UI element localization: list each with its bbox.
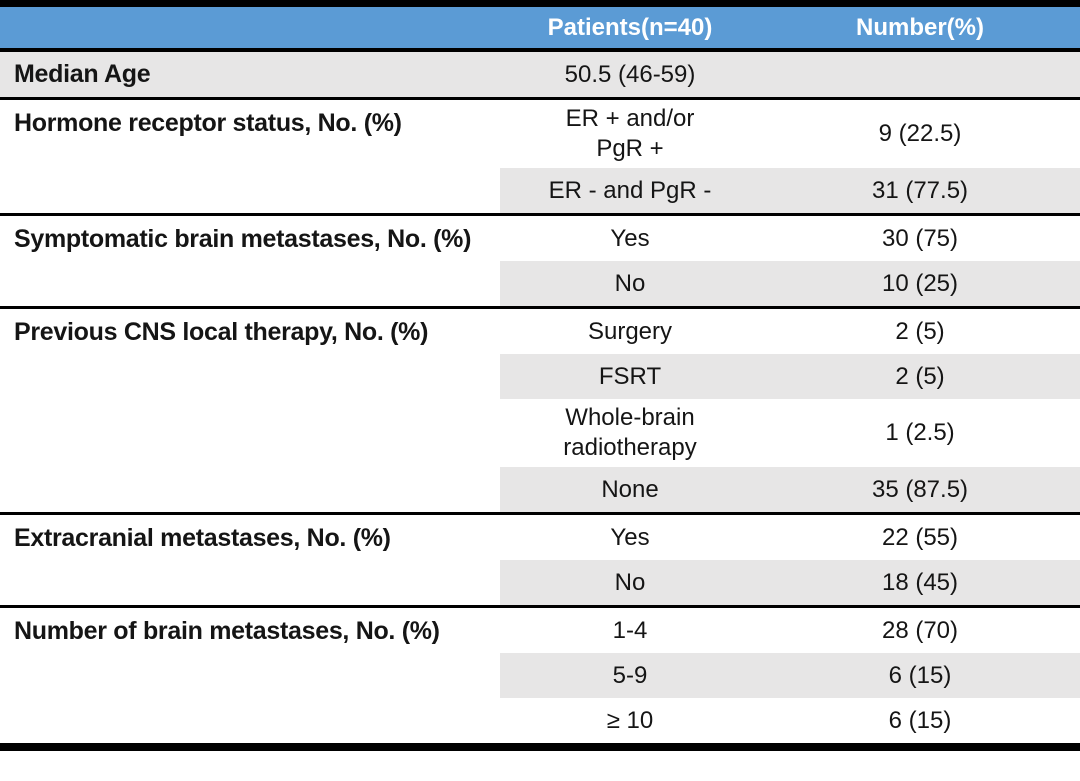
number-cell: 35 (87.5) (871, 475, 969, 503)
table-row: Surgery 2 (5) (500, 309, 1080, 354)
table-row: ER + and/or PgR + 9 (22.5) (500, 100, 1080, 168)
patients-cell: ER + and/or PgR + (565, 105, 695, 162)
number-cell: 30 (75) (881, 224, 959, 252)
patients-cell: No (614, 269, 646, 297)
group-rows: Yes 30 (75) No 10 (25) (500, 216, 1080, 306)
table-row: 1-4 28 (70) (500, 608, 1080, 653)
patients-cell: ≥ 10 (606, 706, 654, 734)
patients-cell: 50.5 (46-59) (564, 60, 696, 88)
table-group: Extracranial metastases, No. (%) Yes 22 (5… (0, 515, 1080, 608)
group-label: Hormone receptor status, No. (%) (14, 109, 402, 137)
number-cell: 6 (15) (888, 706, 952, 734)
group-label: Symptomatic brain metastases, No. (%) (14, 225, 472, 253)
patients-cell: ER - and PgR - (548, 176, 712, 204)
group-label: Median Age (14, 60, 151, 88)
table-group: Symptomatic brain metastases, No. (%) Yes… (0, 216, 1080, 309)
patients-cell: None (601, 475, 659, 503)
table-row: Yes 22 (55) (500, 515, 1080, 560)
patients-cell: 1-4 (612, 616, 648, 644)
header-cell-patients: Patients(n=40) (547, 13, 713, 41)
table-row: No 10 (25) (500, 261, 1080, 306)
group-rows: 50.5 (46-59) (500, 52, 1080, 97)
group-rows: Surgery 2 (5) FSRT 2 (5) Whole-brain radioth… (500, 309, 1080, 512)
group-rows: 1-4 28 (70) 5-9 6 (15) ≥ 10 6 (15) (500, 608, 1080, 743)
number-cell: 2 (5) (895, 362, 945, 390)
table-row: No 18 (45) (500, 560, 1080, 605)
group-rows: ER + and/or PgR + 9 (22.5) ER - and PgR - 3… (500, 100, 1080, 213)
table-group: Median Age 50.5 (46-59) (0, 52, 1080, 100)
table-group: Number of brain metastases, No. (%) 1-4 28… (0, 608, 1080, 743)
table-row: 50.5 (46-59) (500, 52, 1080, 97)
group-label: Number of brain metastases, No. (%) (14, 617, 440, 645)
table-row: 5-9 6 (15) (500, 653, 1080, 698)
number-cell: 18 (45) (881, 568, 959, 596)
table-row: ≥ 10 6 (15) (500, 698, 1080, 743)
table-group: Previous CNS local therapy, No. (%) Surge… (0, 309, 1080, 515)
number-cell: 6 (15) (888, 661, 952, 689)
table-body: Median Age 50.5 (46-59) Hormone receptor s… (0, 52, 1080, 743)
table-group: Hormone receptor status, No. (%) ER + and… (0, 100, 1080, 216)
patients-cell: FSRT (598, 362, 662, 390)
patients-cell: Yes (610, 224, 650, 252)
number-cell: 22 (55) (881, 523, 959, 551)
patients-cell: No (614, 568, 646, 596)
table-row: Whole-brain radiotherapy 1 (2.5) (500, 399, 1080, 467)
number-cell: 10 (25) (881, 269, 959, 297)
patients-cell: Surgery (587, 317, 673, 345)
patients-cell: 5-9 (612, 661, 648, 689)
patients-cell: Whole-brain radiotherapy (563, 404, 697, 461)
table-row: Yes 30 (75) (500, 216, 1080, 261)
number-cell: 31 (77.5) (871, 176, 969, 204)
patient-characteristics-table: Patients(n=40) Number(%) Median Age 50.5 … (0, 0, 1080, 751)
group-label: Extracranial metastases, No. (%) (14, 524, 391, 552)
number-cell: 2 (5) (895, 317, 945, 345)
group-label: Previous CNS local therapy, No. (%) (14, 318, 429, 346)
number-cell: 1 (2.5) (885, 419, 955, 446)
table-header-row: Patients(n=40) Number(%) (0, 7, 1080, 52)
number-cell: 9 (22.5) (878, 120, 962, 147)
number-cell: 28 (70) (881, 616, 959, 644)
patients-cell: Yes (610, 523, 650, 551)
group-rows: Yes 22 (55) No 18 (45) (500, 515, 1080, 605)
table-row: ER - and PgR - 31 (77.5) (500, 168, 1080, 213)
table-row: FSRT 2 (5) (500, 354, 1080, 399)
table-row: None 35 (87.5) (500, 467, 1080, 512)
header-cell-number: Number(%) (855, 13, 984, 41)
